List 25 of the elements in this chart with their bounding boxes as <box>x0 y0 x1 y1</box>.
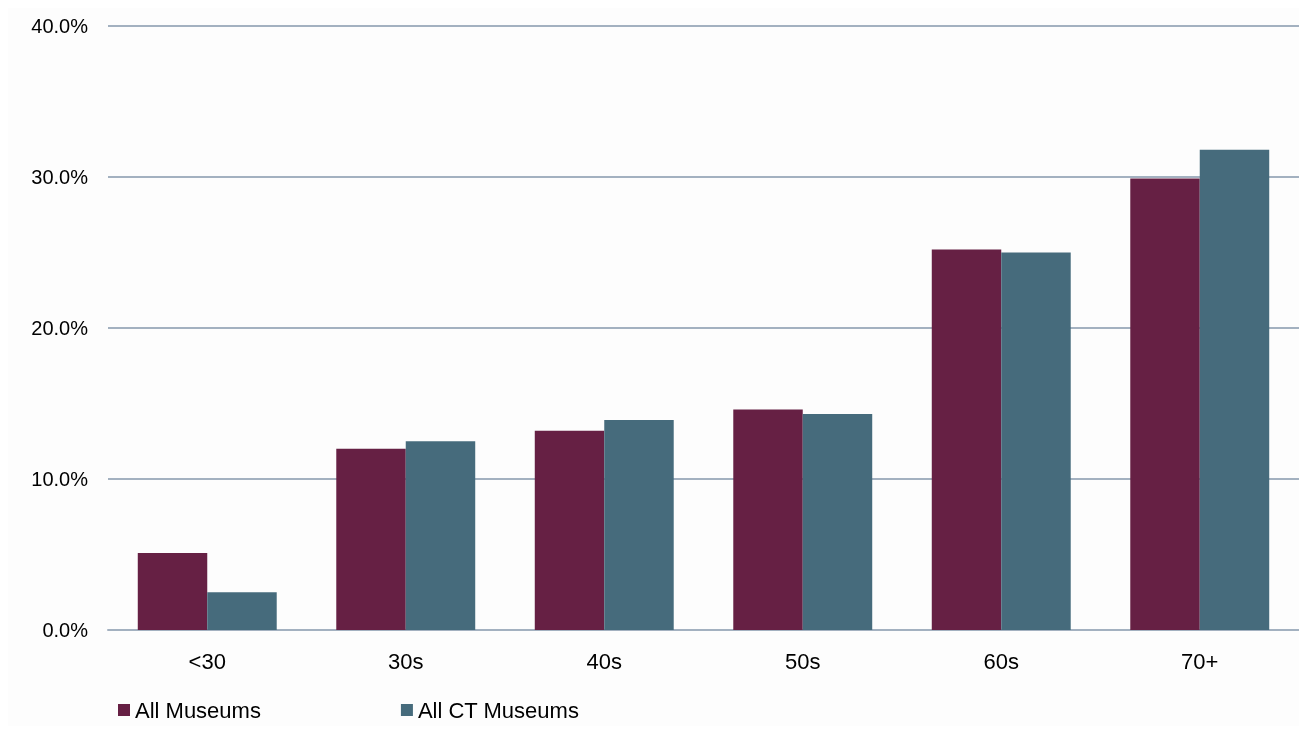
x-tick-label: 60s <box>983 648 1019 674</box>
y-tick-label: 30.0% <box>31 166 89 188</box>
y-tick-label: 40.0% <box>31 15 89 37</box>
bar <box>207 592 277 630</box>
bar <box>534 430 605 630</box>
bar <box>802 414 873 630</box>
y-tick-label: 10.0% <box>31 468 89 490</box>
bar <box>1130 178 1200 630</box>
y-tick-label: 0.0% <box>42 619 89 641</box>
x-tick-label: 70+ <box>1181 648 1219 674</box>
x-tick-label: <30 <box>188 648 226 674</box>
bar <box>137 552 208 630</box>
legend-label: All Museums <box>135 697 261 723</box>
bar <box>405 441 476 630</box>
bar <box>1001 252 1071 630</box>
x-tick-label: 30s <box>388 648 424 674</box>
x-tick-label: 40s <box>586 648 622 674</box>
x-tick-label: 50s <box>785 648 821 674</box>
bar <box>336 448 406 630</box>
bar <box>604 420 674 630</box>
bar <box>1199 149 1270 630</box>
bar <box>733 409 803 630</box>
bar <box>931 249 1002 630</box>
legend-label: All CT Museums <box>417 697 579 723</box>
y-tick-label: 20.0% <box>31 317 89 339</box>
